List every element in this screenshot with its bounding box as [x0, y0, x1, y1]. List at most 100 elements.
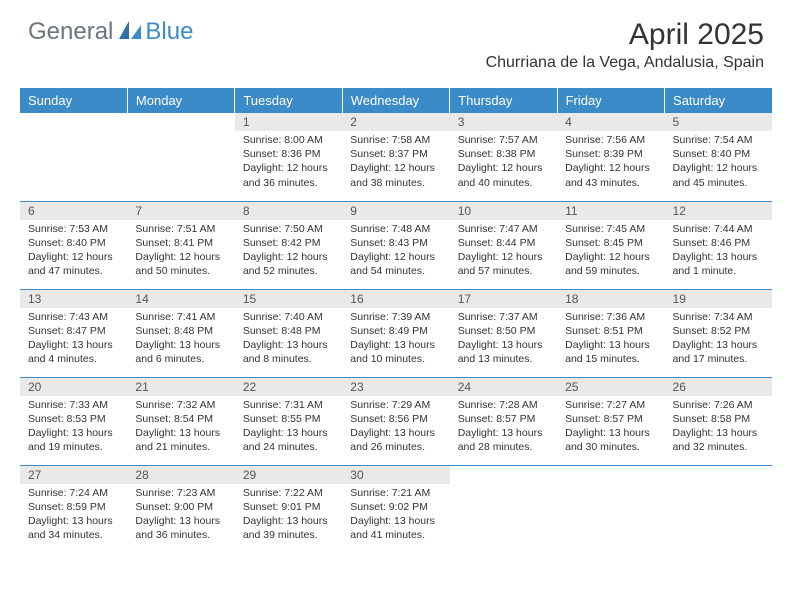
day-details: Sunrise: 7:32 AMSunset: 8:54 PMDaylight:…: [127, 396, 234, 459]
sunset-line: Sunset: 8:59 PM: [28, 500, 119, 514]
day-number: 11: [557, 202, 664, 220]
day-details: Sunrise: 7:33 AMSunset: 8:53 PMDaylight:…: [20, 396, 127, 459]
calendar-day-cell: 4Sunrise: 7:56 AMSunset: 8:39 PMDaylight…: [557, 113, 664, 201]
sunset-line: Sunset: 8:36 PM: [243, 147, 334, 161]
sunrise-line: Sunrise: 7:31 AM: [243, 398, 334, 412]
day-number: 2: [342, 113, 449, 131]
daylight-line: Daylight: 12 hours and 54 minutes.: [350, 250, 441, 278]
day-details: Sunrise: 7:37 AMSunset: 8:50 PMDaylight:…: [450, 308, 557, 371]
header: General Blue April 2025 Churriana de la …: [0, 0, 792, 80]
calendar-body: 1Sunrise: 8:00 AMSunset: 8:36 PMDaylight…: [20, 113, 772, 553]
calendar-day-cell: 17Sunrise: 7:37 AMSunset: 8:50 PMDayligh…: [450, 289, 557, 377]
daylight-line: Daylight: 12 hours and 36 minutes.: [243, 161, 334, 189]
daylight-line: Daylight: 13 hours and 21 minutes.: [135, 426, 226, 454]
sunset-line: Sunset: 8:38 PM: [458, 147, 549, 161]
sunset-line: Sunset: 9:01 PM: [243, 500, 334, 514]
sunset-line: Sunset: 9:02 PM: [350, 500, 441, 514]
calendar-empty-cell: [127, 113, 234, 201]
day-number: 29: [235, 466, 342, 484]
day-number: 21: [127, 378, 234, 396]
day-details: Sunrise: 7:36 AMSunset: 8:51 PMDaylight:…: [557, 308, 664, 371]
logo-sail-icon: [117, 19, 143, 46]
sunset-line: Sunset: 8:50 PM: [458, 324, 549, 338]
sunset-line: Sunset: 8:41 PM: [135, 236, 226, 250]
calendar-day-cell: 30Sunrise: 7:21 AMSunset: 9:02 PMDayligh…: [342, 465, 449, 553]
sunset-line: Sunset: 8:39 PM: [565, 147, 656, 161]
day-number: 26: [665, 378, 772, 396]
sunrise-line: Sunrise: 7:53 AM: [28, 222, 119, 236]
weekday-header: Wednesday: [342, 88, 449, 113]
sunset-line: Sunset: 8:40 PM: [673, 147, 764, 161]
sunrise-line: Sunrise: 7:23 AM: [135, 486, 226, 500]
calendar-day-cell: 1Sunrise: 8:00 AMSunset: 8:36 PMDaylight…: [235, 113, 342, 201]
day-number: 25: [557, 378, 664, 396]
sunset-line: Sunset: 8:42 PM: [243, 236, 334, 250]
day-number: 28: [127, 466, 234, 484]
calendar-day-cell: 26Sunrise: 7:26 AMSunset: 8:58 PMDayligh…: [665, 377, 772, 465]
day-number: 30: [342, 466, 449, 484]
day-details: Sunrise: 7:31 AMSunset: 8:55 PMDaylight:…: [235, 396, 342, 459]
daylight-line: Daylight: 12 hours and 43 minutes.: [565, 161, 656, 189]
day-number: 8: [235, 202, 342, 220]
sunset-line: Sunset: 8:58 PM: [673, 412, 764, 426]
day-details: Sunrise: 7:48 AMSunset: 8:43 PMDaylight:…: [342, 220, 449, 283]
day-number: 5: [665, 113, 772, 131]
sunrise-line: Sunrise: 7:33 AM: [28, 398, 119, 412]
daylight-line: Daylight: 12 hours and 45 minutes.: [673, 161, 764, 189]
day-details: Sunrise: 7:41 AMSunset: 8:48 PMDaylight:…: [127, 308, 234, 371]
day-number: 27: [20, 466, 127, 484]
logo-text-general: General: [28, 18, 113, 46]
calendar-day-cell: 20Sunrise: 7:33 AMSunset: 8:53 PMDayligh…: [20, 377, 127, 465]
sunrise-line: Sunrise: 7:44 AM: [673, 222, 764, 236]
day-number: 14: [127, 290, 234, 308]
weekday-header: Saturday: [665, 88, 772, 113]
day-number: 7: [127, 202, 234, 220]
weekday-header: Thursday: [450, 88, 557, 113]
day-details: Sunrise: 7:44 AMSunset: 8:46 PMDaylight:…: [665, 220, 772, 283]
sunset-line: Sunset: 8:43 PM: [350, 236, 441, 250]
sunrise-line: Sunrise: 7:34 AM: [673, 310, 764, 324]
logo-text-blue: Blue: [145, 18, 193, 46]
calendar-day-cell: 10Sunrise: 7:47 AMSunset: 8:44 PMDayligh…: [450, 201, 557, 289]
day-details: Sunrise: 7:23 AMSunset: 9:00 PMDaylight:…: [127, 484, 234, 547]
calendar-day-cell: 14Sunrise: 7:41 AMSunset: 8:48 PMDayligh…: [127, 289, 234, 377]
sunset-line: Sunset: 8:52 PM: [673, 324, 764, 338]
calendar-day-cell: 9Sunrise: 7:48 AMSunset: 8:43 PMDaylight…: [342, 201, 449, 289]
daylight-line: Daylight: 12 hours and 47 minutes.: [28, 250, 119, 278]
daylight-line: Daylight: 13 hours and 1 minute.: [673, 250, 764, 278]
day-number: 16: [342, 290, 449, 308]
calendar-day-cell: 21Sunrise: 7:32 AMSunset: 8:54 PMDayligh…: [127, 377, 234, 465]
sunset-line: Sunset: 8:54 PM: [135, 412, 226, 426]
page-title: April 2025: [486, 18, 764, 52]
day-number: 13: [20, 290, 127, 308]
calendar-empty-cell: [450, 465, 557, 553]
day-details: Sunrise: 7:51 AMSunset: 8:41 PMDaylight:…: [127, 220, 234, 283]
weekday-header: Friday: [557, 88, 664, 113]
sunrise-line: Sunrise: 7:32 AM: [135, 398, 226, 412]
daylight-line: Daylight: 13 hours and 13 minutes.: [458, 338, 549, 366]
day-details: Sunrise: 7:57 AMSunset: 8:38 PMDaylight:…: [450, 131, 557, 194]
day-number: 24: [450, 378, 557, 396]
sunset-line: Sunset: 8:51 PM: [565, 324, 656, 338]
calendar-day-cell: 27Sunrise: 7:24 AMSunset: 8:59 PMDayligh…: [20, 465, 127, 553]
day-number: 9: [342, 202, 449, 220]
sunrise-line: Sunrise: 7:51 AM: [135, 222, 226, 236]
daylight-line: Daylight: 13 hours and 39 minutes.: [243, 514, 334, 542]
sunrise-line: Sunrise: 7:27 AM: [565, 398, 656, 412]
day-number: 18: [557, 290, 664, 308]
daylight-line: Daylight: 13 hours and 8 minutes.: [243, 338, 334, 366]
sunset-line: Sunset: 8:55 PM: [243, 412, 334, 426]
day-number: 19: [665, 290, 772, 308]
weekday-header: Sunday: [20, 88, 127, 113]
sunset-line: Sunset: 8:57 PM: [565, 412, 656, 426]
weekday-header: Tuesday: [235, 88, 342, 113]
calendar-day-cell: 29Sunrise: 7:22 AMSunset: 9:01 PMDayligh…: [235, 465, 342, 553]
day-details: Sunrise: 8:00 AMSunset: 8:36 PMDaylight:…: [235, 131, 342, 194]
calendar-empty-cell: [557, 465, 664, 553]
daylight-line: Daylight: 13 hours and 10 minutes.: [350, 338, 441, 366]
daylight-line: Daylight: 13 hours and 6 minutes.: [135, 338, 226, 366]
calendar-day-cell: 18Sunrise: 7:36 AMSunset: 8:51 PMDayligh…: [557, 289, 664, 377]
sunrise-line: Sunrise: 7:58 AM: [350, 133, 441, 147]
sunrise-line: Sunrise: 7:28 AM: [458, 398, 549, 412]
daylight-line: Daylight: 13 hours and 30 minutes.: [565, 426, 656, 454]
